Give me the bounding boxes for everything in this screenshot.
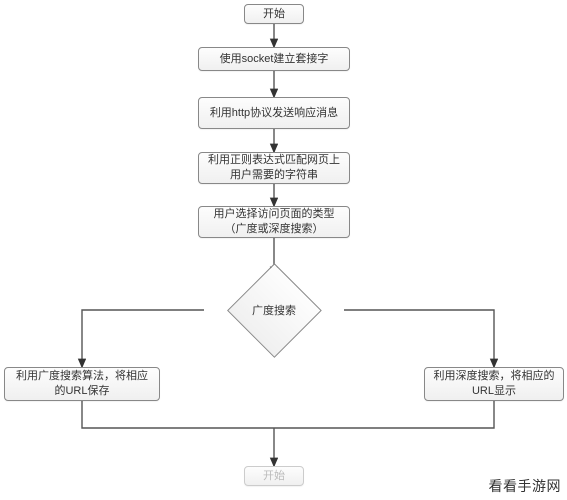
node-n4: 用户选择访问页面的类型（广度或深度搜索） — [198, 206, 350, 238]
node-start: 开始 — [244, 4, 304, 24]
watermark-text: 看看手游网 — [489, 476, 562, 496]
node-n1: 使用socket建立套接字 — [198, 47, 350, 71]
connector — [82, 310, 204, 367]
decision-label: 广度搜索 — [252, 302, 296, 318]
node-n3: 利用正则表达式匹配网页上用户需要的字符串 — [198, 152, 350, 184]
connector — [344, 310, 494, 367]
connector-layer — [0, 0, 567, 500]
node-decision: 广度搜索 — [204, 275, 344, 345]
node-n2: 利用http协议发送响应消息 — [198, 97, 350, 129]
connector — [82, 401, 274, 428]
node-end: 开始 — [244, 466, 304, 486]
node-left: 利用广度搜索算法，将相应的URL保存 — [4, 367, 160, 401]
connector — [274, 401, 494, 428]
node-right: 利用深度搜索，将相应的URL显示 — [424, 367, 564, 401]
